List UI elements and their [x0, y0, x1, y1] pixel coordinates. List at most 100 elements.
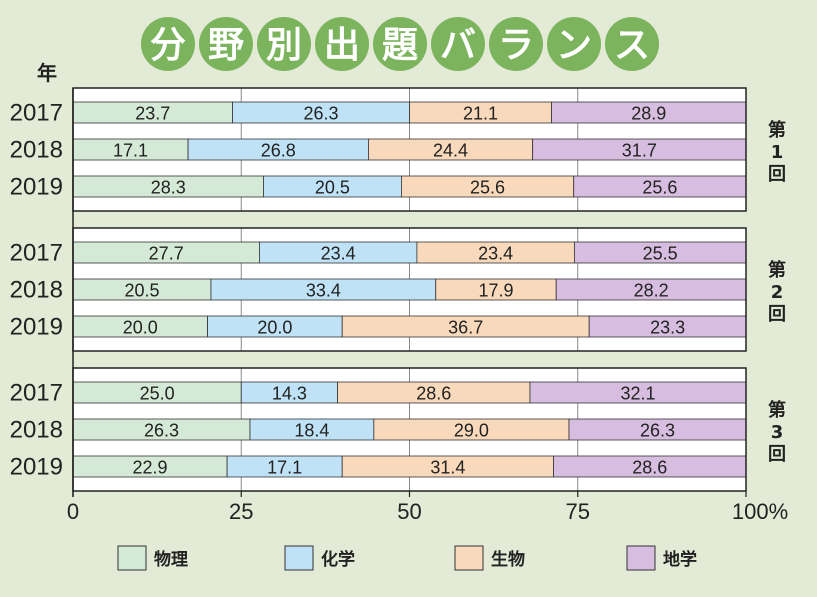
legend-label: 地学 — [663, 549, 697, 570]
title-char-text: 分 — [150, 25, 186, 66]
data-label: 28.6 — [632, 458, 667, 478]
title-char: 別 — [257, 17, 311, 71]
x-tick-label: 75 — [566, 499, 590, 524]
year-label: 2017 — [10, 100, 63, 127]
data-label: 31.7 — [622, 141, 657, 161]
title-char-circle — [489, 17, 543, 71]
data-label: 28.6 — [416, 384, 451, 404]
title-char-circle — [199, 17, 253, 71]
data-label: 31.4 — [430, 458, 465, 478]
year-label: 2018 — [10, 137, 63, 164]
legend-swatch — [284, 545, 314, 571]
year-label: 2019 — [10, 314, 63, 341]
data-label: 25.5 — [643, 244, 678, 264]
year-label: 2018 — [10, 277, 63, 304]
data-label: 24.4 — [433, 141, 468, 161]
year-axis-label: 年 — [37, 61, 57, 85]
legend-item: 物理 — [117, 545, 188, 571]
legend-label: 生物 — [491, 549, 525, 570]
x-tick-label: 25 — [229, 499, 253, 524]
title-char: ラ — [489, 17, 543, 71]
data-label: 17.9 — [478, 281, 513, 301]
year-label: 2019 — [10, 454, 63, 481]
data-label: 32.1 — [620, 384, 655, 404]
data-label: 26.3 — [303, 104, 338, 124]
x-tick-label: 100% — [732, 499, 788, 524]
round-group: 2017 25.0 14.3 28.6 32.1 2018 26.3 18.4 29.0 26.3… — [10, 367, 786, 492]
data-label: 29.0 — [454, 421, 489, 441]
round-group: 2017 23.7 26.3 21.1 28.9 2018 17.1 26.8 24.4 31.7… — [10, 87, 786, 212]
title-char-text: ラ — [498, 25, 534, 66]
title-char-text: バ — [440, 25, 476, 66]
legend-item: 化学 — [284, 545, 355, 571]
data-label: 25.6 — [642, 178, 677, 198]
year-label: 2017 — [10, 380, 63, 407]
title-char: バ — [431, 17, 485, 71]
data-label: 22.9 — [133, 458, 168, 478]
data-label: 28.2 — [634, 281, 669, 301]
title-char: 分 — [141, 17, 195, 71]
year-label: 2017 — [10, 240, 63, 267]
data-label: 23.4 — [321, 244, 356, 264]
legend-item: 地学 — [626, 545, 697, 571]
title-char-text: ス — [614, 25, 650, 66]
data-label: 25.6 — [470, 178, 505, 198]
title-char-circle — [373, 17, 427, 71]
data-label: 23.7 — [135, 104, 170, 124]
year-label: 2019 — [10, 174, 63, 201]
data-label: 26.3 — [640, 421, 675, 441]
title-char-text: 野 — [208, 25, 244, 66]
data-label: 20.5 — [315, 178, 350, 198]
x-tick-label: 50 — [397, 499, 421, 524]
title-char-text: 題 — [382, 25, 418, 66]
data-label: 18.4 — [294, 421, 329, 441]
data-label: 23.3 — [650, 318, 685, 338]
title-char: ン — [547, 17, 601, 71]
round-group: 2017 27.7 23.4 23.4 25.5 2018 20.5 33.4 17.9 28.2… — [10, 227, 786, 352]
data-label: 33.4 — [306, 281, 341, 301]
legend-item: 生物 — [454, 545, 525, 571]
data-label: 25.0 — [140, 384, 175, 404]
data-label: 21.1 — [463, 104, 498, 124]
data-label: 28.9 — [631, 104, 666, 124]
legend-swatch — [626, 545, 656, 571]
data-label: 28.3 — [151, 178, 186, 198]
title-char: 野 — [199, 17, 253, 71]
title-char-circle — [431, 17, 485, 71]
data-label: 36.7 — [448, 318, 483, 338]
data-label: 27.7 — [149, 244, 184, 264]
legend-label: 化学 — [321, 549, 355, 570]
x-tick-label: 0 — [67, 499, 79, 524]
data-label: 23.4 — [478, 244, 513, 264]
data-label: 17.1 — [113, 141, 148, 161]
year-label: 2018 — [10, 417, 63, 444]
title-char-circle — [315, 17, 369, 71]
data-label: 14.3 — [272, 384, 307, 404]
x-axis-ticks: 0 25 50 75 100% — [67, 88, 788, 524]
title-char-text: ン — [556, 25, 592, 66]
data-label: 26.3 — [144, 421, 179, 441]
data-label: 20.0 — [257, 318, 292, 338]
data-label: 20.0 — [123, 318, 158, 338]
chart-title: 分野別出題バランス — [141, 17, 659, 71]
title-char-text: 別 — [266, 25, 302, 66]
title-char-circle — [257, 17, 311, 71]
title-char: 出 — [315, 17, 369, 71]
data-label: 17.1 — [267, 458, 302, 478]
title-char-circle — [141, 17, 195, 71]
title-char: ス — [605, 17, 659, 71]
title-char-circle — [605, 17, 659, 71]
legend-label: 物理 — [154, 549, 188, 570]
data-label: 26.8 — [261, 141, 296, 161]
legend-swatch — [454, 545, 484, 571]
title-char-circle — [547, 17, 601, 71]
title-char: 題 — [373, 17, 427, 71]
legend: 物理 化学 生物 地学 — [117, 545, 697, 571]
title-char-text: 出 — [324, 25, 360, 66]
bar-groups: 2017 23.7 26.3 21.1 28.9 2018 17.1 26.8 24.4 31.7… — [10, 87, 786, 492]
legend-swatch — [117, 545, 147, 571]
data-label: 20.5 — [124, 281, 159, 301]
